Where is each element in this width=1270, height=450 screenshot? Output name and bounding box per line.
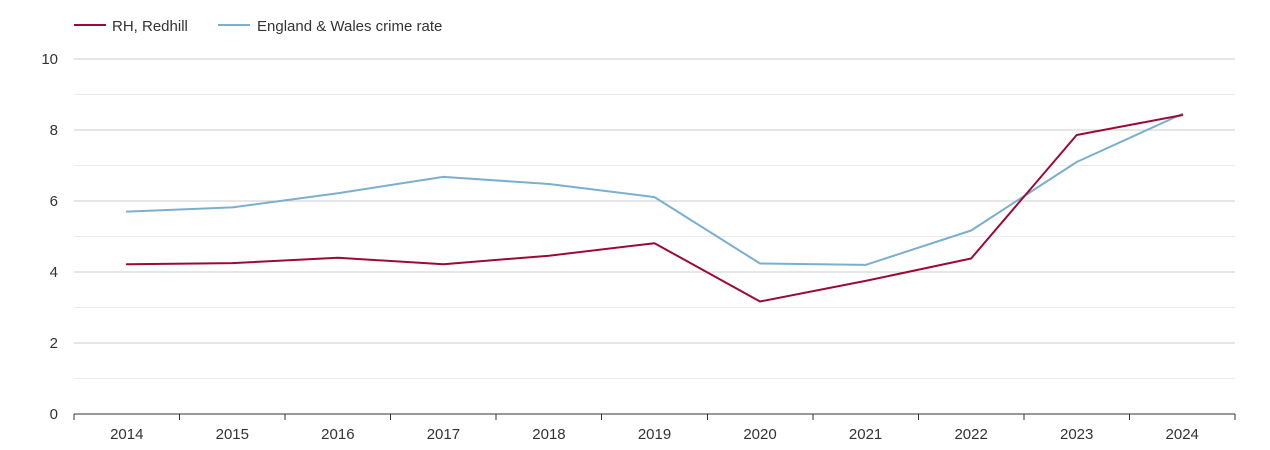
y-tick-label: 8 (50, 122, 58, 139)
data-point-redhill[interactable] (969, 256, 974, 261)
x-tick-label: 2014 (110, 426, 143, 443)
data-point-redhill[interactable] (652, 241, 657, 246)
x-tick-label: 2017 (427, 426, 460, 443)
data-point-england-wales[interactable] (758, 261, 763, 266)
x-tick-label: 2024 (1166, 426, 1199, 443)
data-point-england-wales[interactable] (863, 262, 868, 267)
x-tick-label: 2023 (1060, 426, 1093, 443)
x-tick-label: 2015 (216, 426, 249, 443)
data-point-redhill[interactable] (124, 262, 129, 267)
x-axis: 2014 2015 2016 2017 2018 2019 2020 2021 2022 2023… (73, 413, 1236, 443)
x-tick-label: 2021 (849, 426, 882, 443)
data-point-redhill[interactable] (230, 261, 235, 266)
data-point-redhill[interactable] (546, 253, 551, 258)
data-point-redhill[interactable] (441, 262, 446, 267)
data-point-england-wales[interactable] (441, 174, 446, 179)
legend-label-redhill: RH, Redhill (112, 18, 188, 35)
data-point-redhill[interactable] (1074, 132, 1079, 137)
legend: RH, Redhill England & Wales crime rate (74, 18, 442, 35)
y-tick-label: 2 (50, 335, 58, 352)
grid (74, 58, 1235, 379)
data-point-redhill[interactable] (758, 299, 763, 304)
data-point-england-wales[interactable] (230, 205, 235, 210)
data-point-redhill[interactable] (1180, 113, 1185, 118)
series-line-redhill[interactable] (125, 114, 1184, 303)
series-group (124, 113, 1185, 304)
x-tick-label: 2019 (638, 426, 671, 443)
data-point-england-wales[interactable] (124, 209, 129, 214)
y-axis: 0 2 4 6 8 10 (41, 51, 58, 423)
y-tick-label: 4 (50, 264, 58, 281)
x-tick-label: 2016 (321, 426, 354, 443)
y-tick-label: 0 (50, 406, 58, 423)
legend-label-england-wales: England & Wales crime rate (257, 18, 442, 35)
x-tick-label: 2020 (743, 426, 776, 443)
legend-item-england-wales[interactable]: England & Wales crime rate (218, 18, 442, 35)
legend-item-redhill[interactable]: RH, Redhill (74, 18, 188, 35)
x-tick-label: 2018 (532, 426, 565, 443)
series-line-england-wales[interactable] (125, 113, 1184, 266)
data-point-redhill[interactable] (863, 278, 868, 283)
data-point-england-wales[interactable] (335, 191, 340, 196)
data-point-england-wales[interactable] (652, 195, 657, 200)
data-point-england-wales[interactable] (969, 228, 974, 233)
data-point-england-wales[interactable] (1074, 159, 1079, 164)
y-tick-label: 10 (41, 51, 58, 68)
data-point-redhill[interactable] (335, 255, 340, 260)
x-tick-label: 2022 (954, 426, 987, 443)
data-point-england-wales[interactable] (546, 181, 551, 186)
y-tick-label: 6 (50, 193, 58, 210)
